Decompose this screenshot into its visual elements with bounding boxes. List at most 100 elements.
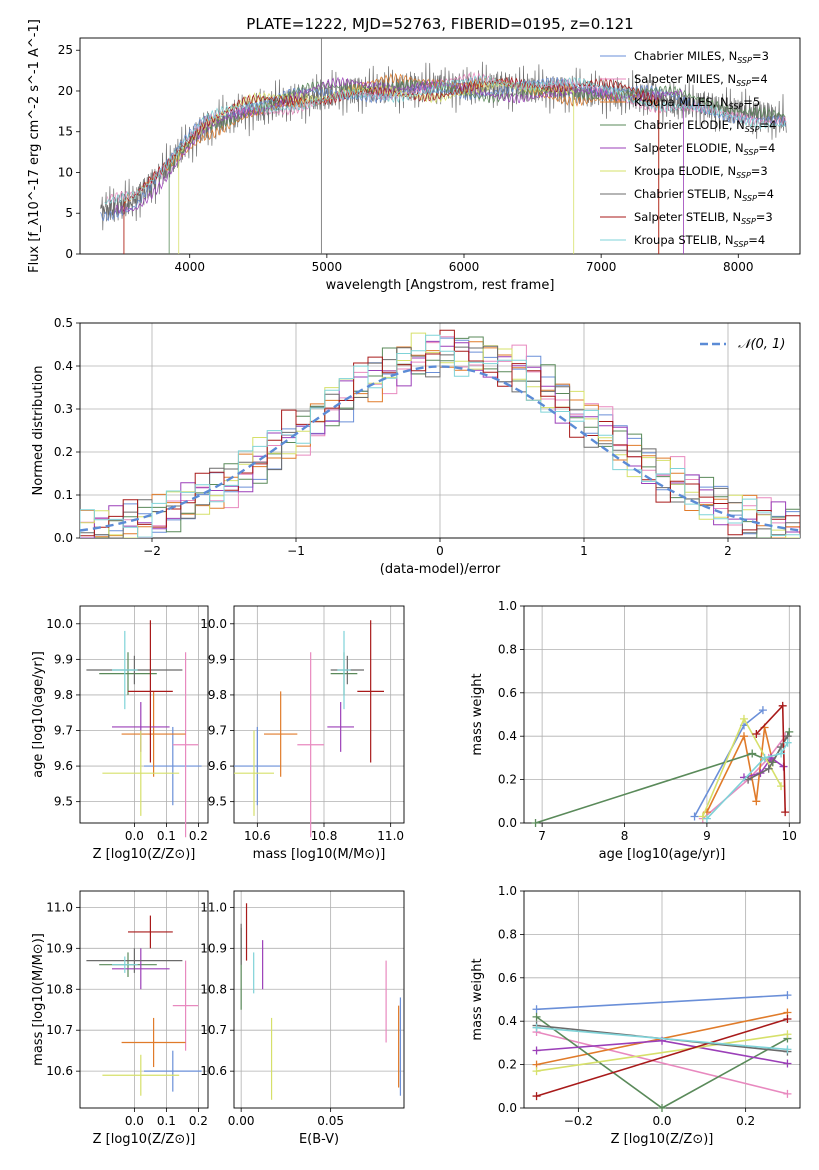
y-tick-label: 20 <box>58 84 73 98</box>
y-tick-label: 9.5 <box>54 795 73 809</box>
spectrum-legend: Chabrier MILES, NSSP=3 Salpeter MILES, NS… <box>600 49 776 249</box>
legend-label: Kroupa ELODIE, NSSP=3 <box>634 164 768 180</box>
legend-label: Kroupa MILES, NSSP=5 <box>634 95 760 111</box>
y-tick-label: 10.6 <box>46 1064 73 1078</box>
x-tick-label: 8000 <box>723 260 754 274</box>
x-tick-label: 0 <box>436 544 444 558</box>
weight-marker <box>690 812 699 821</box>
weight-marker <box>783 1059 792 1068</box>
age_vs_mass-frame <box>233 605 405 824</box>
y-tick-label: 10.0 <box>46 617 73 631</box>
y-tick-label: 25 <box>58 43 73 57</box>
x-tick-label: −2 <box>143 544 161 558</box>
y-tick-label: 0.2 <box>498 773 517 787</box>
mass_vs_Z-points <box>86 915 202 1096</box>
massweight_vs_age-frame <box>523 605 801 824</box>
y-tick-label: 0.2 <box>54 445 73 459</box>
weight-marker <box>783 738 792 747</box>
x-tick-label: 10.8 <box>311 829 338 843</box>
y-tick-label: 1.0 <box>498 884 517 898</box>
age_vs_mass-points <box>234 620 384 838</box>
y-tick-label: 9.6 <box>208 759 227 773</box>
y-tick-label: 0.4 <box>498 729 517 743</box>
legend-label: Salpeter MILES, NSSP=4 <box>634 72 768 88</box>
y-tick-label: 9.5 <box>208 795 227 809</box>
weight-marker <box>781 808 790 817</box>
spectrum-series-2 <box>123 72 659 204</box>
weight-marker <box>760 753 769 762</box>
weight-series-1 <box>536 1031 788 1095</box>
weight-marker <box>748 749 757 758</box>
weight-marker <box>532 1067 541 1076</box>
y-tick-label: 11.0 <box>200 900 227 914</box>
massweight_vs_age-lines <box>531 701 794 827</box>
weight-marker <box>739 714 748 723</box>
y-tick-label: 0.8 <box>498 642 517 656</box>
x-tick-label: 2 <box>724 544 732 558</box>
weight-marker <box>532 1046 541 1055</box>
weight-marker <box>758 706 767 715</box>
weight-marker <box>783 1045 792 1054</box>
weight-marker <box>783 1015 792 1024</box>
weight-marker <box>702 814 711 823</box>
y-tick-label: 10.8 <box>46 982 73 996</box>
x-axis-label: mass [log10(M/M⊙)] <box>253 847 386 862</box>
weight-marker <box>532 1012 541 1021</box>
y-tick-label: 0.3 <box>54 402 73 416</box>
x-tick-label: 10 <box>782 829 797 843</box>
weight-series-4 <box>743 756 784 779</box>
x-axis-label: (data-model)/error <box>380 562 501 577</box>
x-tick-label: 5000 <box>312 260 343 274</box>
x-tick-label: 4000 <box>174 260 205 274</box>
weight-marker <box>752 797 761 806</box>
weight-series-0 <box>693 709 764 817</box>
weight-marker <box>532 1005 541 1014</box>
x-tick-label: 6000 <box>449 260 480 274</box>
y-tick-label: 0.4 <box>498 1014 517 1028</box>
y-tick-label: 9.7 <box>54 724 73 738</box>
weight-marker <box>532 1092 541 1101</box>
spectrum-plot <box>100 38 787 254</box>
weight-marker <box>783 991 792 1000</box>
x-tick-label: −0.2 <box>564 1114 593 1128</box>
x-tick-label: 1 <box>580 544 588 558</box>
spectrum-frame <box>79 37 801 255</box>
y-axis-label: mass weight <box>470 673 485 755</box>
massweight_vs_age-axes: 7 8 9 10 0.0 0.2 0.4 0.6 0.8 1.0 age [log10(age/yr… <box>470 599 801 862</box>
weight-marker <box>777 749 786 758</box>
y-tick-label: 0.1 <box>54 488 73 502</box>
x-tick-label: 8 <box>621 829 629 843</box>
mass_vs_ebv-axes: 0.00 0.05 10.6 10.7 10.8 10.9 11.0 E(B-V) <box>200 890 405 1147</box>
weight-marker <box>777 782 786 791</box>
histogram-series-8 <box>80 334 800 538</box>
y-tick-label: 10.9 <box>46 941 73 955</box>
weight-marker <box>744 775 753 784</box>
x-tick-label: 0.2 <box>189 829 208 843</box>
y-axis-label: mass weight <box>470 958 485 1040</box>
spectrum-series-8 <box>104 74 787 205</box>
x-axis-label: Z [log10(Z/Z⊙)] <box>93 1132 196 1147</box>
weight-marker <box>531 819 540 827</box>
y-tick-label: 10.9 <box>200 941 227 955</box>
y-tick-label: 9.6 <box>54 759 73 773</box>
weight-marker <box>752 730 761 739</box>
weight-marker <box>785 727 794 736</box>
y-tick-label: 1.0 <box>498 599 517 613</box>
y-tick-label: 15 <box>58 125 73 139</box>
weight-series-6 <box>747 735 789 781</box>
legend-label: Kroupa STELIB, NSSP=4 <box>634 233 765 249</box>
x-tick-label: 10.6 <box>244 829 271 843</box>
weight-marker <box>783 1089 792 1098</box>
age_vs_Z-frame <box>79 605 209 824</box>
weight-marker <box>783 1030 792 1039</box>
weight-marker <box>532 1023 541 1032</box>
figure-title: PLATE=1222, MJD=52763, FIBERID=0195, z=0… <box>246 15 633 33</box>
y-tick-label: 11.0 <box>46 900 73 914</box>
y-tick-label: 9.8 <box>54 688 73 702</box>
weight-marker <box>764 764 773 773</box>
y-tick-label: 10.6 <box>200 1064 227 1078</box>
weight-marker <box>778 701 787 710</box>
x-axis-label: age [log10(age/yr)] <box>599 847 726 862</box>
y-tick-label: 0.2 <box>498 1058 517 1072</box>
